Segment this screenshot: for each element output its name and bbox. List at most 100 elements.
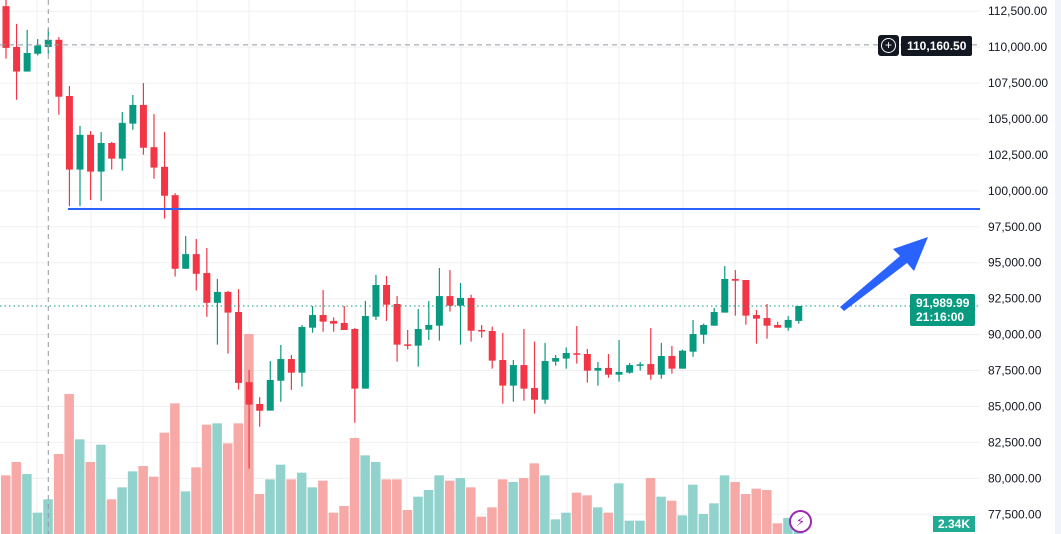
candle-body	[65, 96, 73, 170]
candle-body	[298, 326, 306, 373]
price-tick-label: 97,500.00	[988, 220, 1042, 234]
volume-bar	[233, 423, 244, 534]
volume-bar	[677, 515, 687, 534]
volume-bar	[603, 512, 613, 534]
candle-body	[351, 328, 359, 389]
volume-bar	[370, 462, 381, 534]
candle-body	[161, 166, 169, 196]
candle-body	[393, 303, 401, 345]
candle-body	[467, 297, 475, 331]
candle-body	[192, 254, 200, 274]
volume-bar	[656, 496, 666, 534]
candle-body	[795, 305, 803, 321]
candle-body	[203, 273, 211, 303]
candle-body	[87, 134, 95, 172]
volume-bar	[423, 490, 434, 534]
candle-body	[531, 388, 538, 400]
overlays	[0, 0, 980, 534]
price-tick-label: 92,500.00	[988, 292, 1042, 306]
candle-body	[256, 404, 264, 411]
candle-body	[266, 380, 274, 411]
volume-bar	[222, 443, 233, 534]
candle-body	[562, 352, 570, 359]
price-tick-label: 105,000.00	[988, 112, 1048, 126]
volume-bar	[497, 479, 508, 534]
candle-body	[44, 39, 52, 47]
volume-bar	[74, 439, 85, 534]
candle-body	[309, 315, 317, 328]
candle-body	[721, 278, 729, 313]
volume-bar	[730, 482, 740, 534]
candle-body	[182, 254, 190, 269]
candle-body	[23, 53, 31, 72]
volume-bar	[254, 494, 265, 534]
candle-body	[361, 316, 369, 389]
volume-bar	[635, 520, 645, 534]
candle-body	[774, 324, 782, 328]
candle-body	[742, 279, 750, 316]
volume-bar	[127, 471, 138, 534]
volume-bar	[201, 424, 212, 534]
candle-body	[330, 320, 338, 324]
volume-bar	[518, 478, 529, 534]
volume-bar	[624, 520, 635, 534]
candle-body	[404, 344, 412, 346]
volume-bar	[688, 484, 698, 534]
scrollbar-strip[interactable]	[1055, 0, 1061, 534]
candle-body	[752, 315, 760, 319]
candle-body	[700, 324, 708, 335]
candle-body	[118, 122, 126, 159]
candle-body	[129, 104, 137, 124]
volume-bar	[191, 467, 201, 534]
lightning-icon[interactable]: ⚡︎	[789, 510, 812, 533]
candle-body	[784, 319, 792, 328]
crosshair-price-tag: + 110,160.50	[878, 35, 973, 56]
price-tick-label: 112,500.00	[988, 4, 1047, 18]
price-tick-label: 80,000.00	[988, 471, 1042, 485]
volume-bar	[85, 462, 96, 534]
volume-bar	[265, 479, 275, 534]
candle-body	[13, 46, 21, 72]
candle-body	[594, 367, 602, 371]
volume-bar	[772, 523, 783, 534]
candle-body	[383, 285, 391, 305]
grid	[0, 0, 980, 534]
volume-bar	[138, 466, 148, 534]
volume-bar	[698, 514, 709, 534]
candle-body	[689, 334, 697, 352]
volume-bar	[762, 490, 772, 534]
candle-body	[414, 328, 422, 346]
candle-body	[636, 364, 644, 366]
volume-bar	[64, 394, 74, 534]
volume-bar	[32, 512, 43, 534]
price-tick-label: 100,000.00	[988, 184, 1048, 198]
volume-bar	[392, 479, 402, 534]
candle-body	[678, 350, 686, 369]
candle-body	[97, 143, 105, 172]
price-tick-label: 82,500.00	[988, 435, 1042, 449]
candle-body	[583, 353, 591, 371]
candles	[2, 0, 803, 469]
candle-body	[710, 312, 718, 326]
volume-bar	[444, 480, 455, 534]
candle-body	[171, 195, 179, 269]
candle-body	[604, 367, 612, 375]
volume-bar	[561, 512, 571, 534]
price-tick-label: 85,000.00	[988, 399, 1042, 413]
candle-body	[150, 147, 158, 168]
countdown-label: 21:16:00	[916, 310, 965, 324]
volume-bar	[550, 519, 561, 534]
volume-bar	[318, 480, 328, 534]
price-tick-label: 102,500.00	[988, 148, 1048, 162]
price-axis[interactable]: 112,500.00 110,000.00 107,500.00 105,000.00…	[988, 4, 1048, 521]
volume-bar	[508, 482, 518, 534]
volume-bar	[434, 475, 444, 534]
volume-bar	[582, 495, 592, 534]
plus-circle-icon[interactable]: +	[878, 35, 899, 56]
volume-bar	[180, 491, 191, 534]
candle-body	[626, 365, 634, 373]
volume-bar	[117, 487, 127, 534]
candle-body	[277, 359, 285, 381]
candle-body	[287, 359, 295, 373]
